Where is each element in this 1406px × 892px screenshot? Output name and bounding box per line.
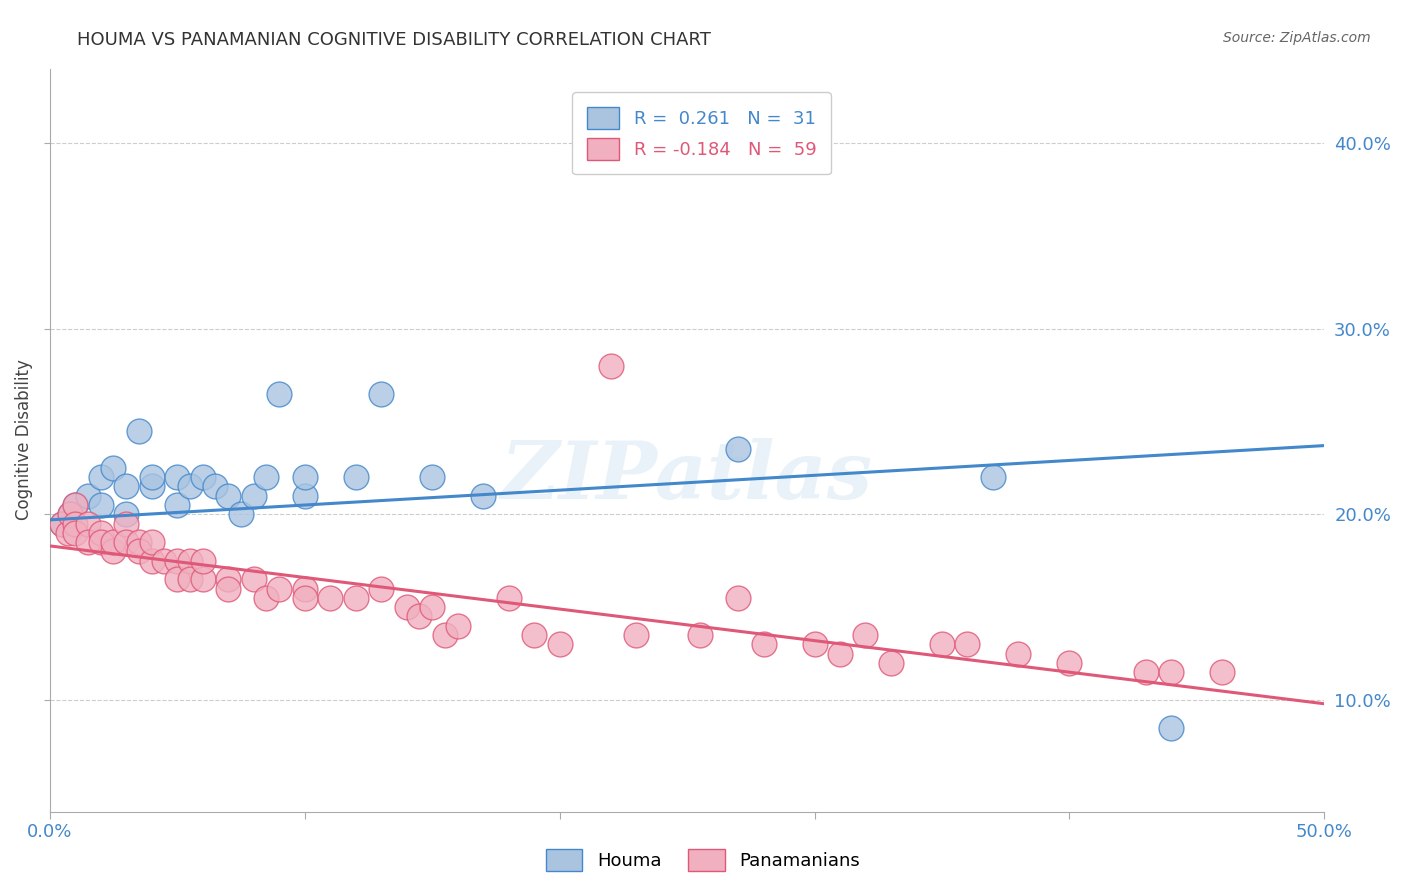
Point <box>217 489 239 503</box>
Point <box>128 424 150 438</box>
Point <box>141 554 163 568</box>
Point <box>498 591 520 605</box>
Point <box>420 600 443 615</box>
Point <box>599 359 621 373</box>
Point <box>395 600 418 615</box>
Point <box>166 498 188 512</box>
Point <box>179 554 201 568</box>
Point <box>1211 665 1233 680</box>
Point <box>141 470 163 484</box>
Point <box>242 489 264 503</box>
Point <box>370 386 392 401</box>
Point <box>141 535 163 549</box>
Point <box>548 637 571 651</box>
Point <box>408 609 430 624</box>
Point <box>269 386 291 401</box>
Point <box>153 554 176 568</box>
Point <box>179 572 201 586</box>
Point <box>446 619 468 633</box>
Point <box>128 544 150 558</box>
Point <box>294 591 316 605</box>
Point <box>242 572 264 586</box>
Point <box>624 628 647 642</box>
Point <box>191 470 214 484</box>
Point <box>344 470 367 484</box>
Point <box>956 637 979 651</box>
Point <box>828 647 851 661</box>
Point <box>727 591 749 605</box>
Point <box>115 479 138 493</box>
Point <box>1160 721 1182 735</box>
Point <box>803 637 825 651</box>
Y-axis label: Cognitive Disability: Cognitive Disability <box>15 359 32 520</box>
Point <box>51 516 73 531</box>
Point <box>115 516 138 531</box>
Text: HOUMA VS PANAMANIAN COGNITIVE DISABILITY CORRELATION CHART: HOUMA VS PANAMANIAN COGNITIVE DISABILITY… <box>77 31 711 49</box>
Point <box>77 489 100 503</box>
Point <box>191 572 214 586</box>
Point <box>59 508 82 522</box>
Point <box>727 442 749 457</box>
Point <box>472 489 495 503</box>
Point <box>179 479 201 493</box>
Point <box>59 508 82 522</box>
Point <box>90 498 112 512</box>
Point <box>103 461 125 475</box>
Point <box>433 628 456 642</box>
Point <box>1135 665 1157 680</box>
Point <box>204 479 226 493</box>
Point <box>141 479 163 493</box>
Legend: Houma, Panamanians: Houma, Panamanians <box>538 842 868 879</box>
Point <box>931 637 953 651</box>
Point <box>370 582 392 596</box>
Point <box>1059 656 1081 670</box>
Point <box>855 628 877 642</box>
Point <box>115 508 138 522</box>
Point <box>880 656 903 670</box>
Point <box>1160 665 1182 680</box>
Point <box>103 544 125 558</box>
Point <box>269 582 291 596</box>
Point <box>115 535 138 549</box>
Point <box>90 535 112 549</box>
Point <box>128 535 150 549</box>
Point <box>981 470 1004 484</box>
Text: Source: ZipAtlas.com: Source: ZipAtlas.com <box>1223 31 1371 45</box>
Point <box>229 508 252 522</box>
Point <box>319 591 342 605</box>
Point <box>1007 647 1029 661</box>
Point <box>63 525 86 540</box>
Point <box>63 498 86 512</box>
Point <box>689 628 711 642</box>
Point <box>166 554 188 568</box>
Legend: R =  0.261   N =  31, R = -0.184   N =  59: R = 0.261 N = 31, R = -0.184 N = 59 <box>572 93 831 174</box>
Point <box>90 470 112 484</box>
Point <box>254 470 277 484</box>
Point <box>63 516 86 531</box>
Point <box>752 637 775 651</box>
Point <box>166 470 188 484</box>
Point <box>217 572 239 586</box>
Point <box>254 591 277 605</box>
Point <box>63 498 86 512</box>
Point <box>77 516 100 531</box>
Text: ZIPatlas: ZIPatlas <box>501 438 873 516</box>
Point <box>166 572 188 586</box>
Point <box>344 591 367 605</box>
Point <box>90 525 112 540</box>
Point <box>294 582 316 596</box>
Point <box>294 470 316 484</box>
Point <box>523 628 546 642</box>
Point <box>51 516 73 531</box>
Point <box>217 582 239 596</box>
Point <box>56 525 79 540</box>
Point <box>191 554 214 568</box>
Point <box>103 535 125 549</box>
Point <box>420 470 443 484</box>
Point <box>294 489 316 503</box>
Point <box>77 535 100 549</box>
